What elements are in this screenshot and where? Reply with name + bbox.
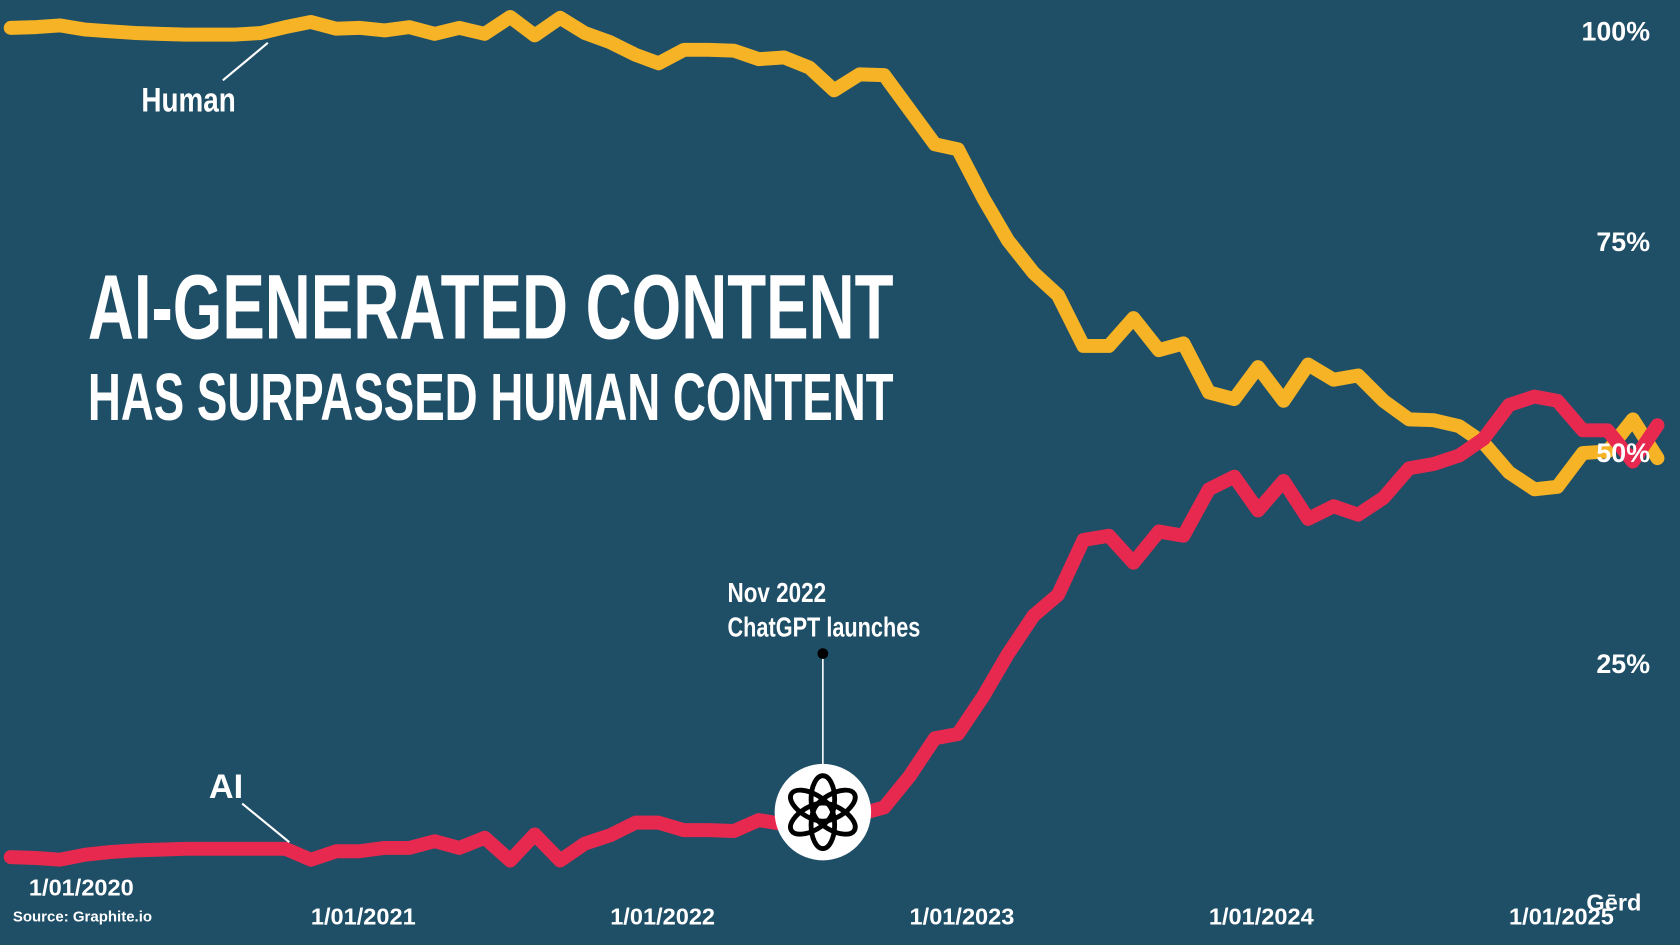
annotation-text: Nov 2022	[728, 577, 827, 608]
brand: Gērd	[1586, 890, 1641, 916]
annotation-text: ChatGPT launches	[728, 611, 921, 642]
logo-petal	[788, 787, 836, 824]
source: Source: Graphite.io	[13, 908, 152, 925]
x-tick-label: 1/01/2023	[910, 904, 1015, 930]
x-tick-label: 1/01/2025	[1509, 904, 1614, 930]
chart-title: AI-GENERATED CONTENT	[88, 256, 894, 359]
y-tick-label: 100%	[1582, 16, 1651, 46]
x-tick-label: 1/01/2020	[29, 875, 134, 901]
x-tick-label: 1/01/2024	[1209, 904, 1314, 930]
x-tick-label: 1/01/2022	[610, 904, 715, 930]
label-pointer	[222, 42, 269, 82]
label-pointer	[241, 802, 290, 843]
logo-circle	[774, 763, 872, 861]
logo-knot	[788, 773, 858, 851]
series-line	[3, 9, 1665, 497]
x-tick-label: 1/01/2021	[311, 904, 416, 930]
y-tick-label: 25%	[1596, 649, 1650, 679]
y-tick-label: 75%	[1596, 227, 1650, 257]
chart-subtitle: HAS SURPASSED HUMAN CONTENT	[88, 361, 894, 435]
y-tick-label: 50%	[1596, 438, 1650, 468]
series-label: AI	[209, 768, 243, 806]
openai-logo	[774, 763, 872, 861]
series-label: Human	[141, 81, 235, 119]
annotation-dot	[817, 648, 829, 659]
